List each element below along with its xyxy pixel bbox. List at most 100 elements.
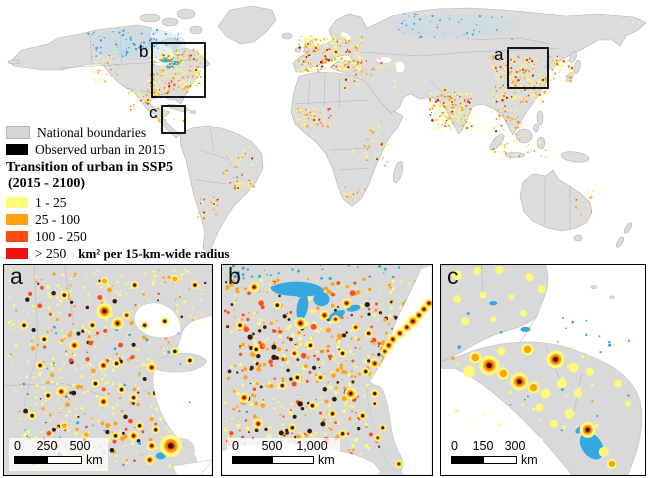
borneo <box>515 128 533 144</box>
lake-taihu <box>155 452 166 460</box>
inset-label-a: a <box>494 45 504 64</box>
new-guinea <box>560 151 590 163</box>
legend: National boundaries Observed urban in 20… <box>6 124 230 264</box>
legend-row-national-boundaries: National boundaries <box>6 124 226 140</box>
inset-box-labels: a b c <box>139 42 504 122</box>
new-zealand <box>616 236 624 248</box>
shandong-peninsula <box>154 352 208 373</box>
scale-unit: km <box>86 453 103 467</box>
madagascar <box>392 161 404 183</box>
lake-peten <box>489 300 498 306</box>
legend-label: National boundaries <box>37 124 147 140</box>
legend-row-observed-urban: Observed urban in 2015 <box>6 142 226 157</box>
scalebar-bar-row: km <box>451 453 538 467</box>
scalebar-bar-row: km <box>232 453 335 467</box>
panel-b-canada-lakes <box>231 265 401 281</box>
panel-a-east-china: a 0 250 500 km <box>3 263 213 476</box>
scale-start: 0 <box>14 439 21 453</box>
inset-label-b: b <box>139 42 148 61</box>
aleutians <box>7 59 21 65</box>
scale-start: 0 <box>451 439 458 453</box>
islet <box>590 285 598 289</box>
hangzhou-bay <box>172 459 212 475</box>
national-boundaries-swatch <box>6 126 30 139</box>
legend-class-row: 100 - 250 <box>6 228 226 244</box>
scalebar-white-segment <box>48 457 81 463</box>
scalebar-bar-row: km <box>14 453 103 467</box>
inset-label-c: c <box>149 103 158 122</box>
yucatan-guatemala-land <box>441 265 549 362</box>
great-lakes <box>270 281 361 321</box>
inset-boxes <box>151 42 549 134</box>
tasmania <box>573 234 583 242</box>
inset-box-a <box>507 47 549 89</box>
inset-box-c <box>161 105 186 134</box>
sulawesi <box>536 136 546 150</box>
scalebar-numbers: 0 500 1,000 <box>232 439 328 453</box>
scalebar-bar <box>14 456 82 464</box>
legend-class-row: > 250 km² per 15-km-wide radius <box>6 245 230 261</box>
scale-start: 0 <box>232 439 239 453</box>
arctic-island <box>176 8 196 20</box>
panel-a-city-blobs <box>20 275 199 465</box>
scale-end: 300 <box>504 439 526 453</box>
lake-michigan <box>296 294 309 321</box>
philippines <box>536 110 544 126</box>
new-zealand <box>624 222 632 234</box>
panel-c-city-blobs <box>452 266 631 469</box>
scale-mid: 150 <box>472 439 494 453</box>
scale-unit: km <box>318 453 335 467</box>
arctic-island <box>161 17 179 27</box>
scalebar-black-segment <box>233 457 273 463</box>
legend-class-row: 1 - 25 <box>6 194 226 210</box>
legend-label: > 250 <box>35 245 67 261</box>
scalebar-numbers: 0 250 500 <box>14 439 90 453</box>
legend-label: 100 - 250 <box>35 228 87 244</box>
panel-c-letter: c <box>447 263 459 289</box>
class-swatch-gt-250 <box>6 248 28 259</box>
iceland <box>281 32 293 40</box>
legend-class-row: 25 - 100 <box>6 212 226 227</box>
scale-unit: km <box>521 453 538 467</box>
world-map: a b c <box>7 5 647 255</box>
lake-izabal <box>520 326 531 332</box>
national-boundaries <box>59 29 571 230</box>
scalebar-bar <box>232 456 314 464</box>
world-city-blobs <box>145 42 575 206</box>
legend-label: 1 - 25 <box>35 194 67 210</box>
panel-c-central-america: c 0 150 300 km <box>440 263 646 476</box>
australia-landmass <box>519 169 593 232</box>
class-swatch-1-25 <box>6 197 28 208</box>
panel-b-eastern-usa: b 0 500 1,000 km <box>221 263 433 476</box>
legend-subtitle: (2015 - 2100) <box>8 176 85 191</box>
class-swatch-25-100 <box>6 214 28 225</box>
ireland <box>294 47 302 53</box>
legend-title: Transition of urban in SSP5 <box>6 160 174 175</box>
panel-b-letter: b <box>228 263 241 289</box>
siberia-lakes-tint <box>390 14 520 38</box>
lake-nicaragua <box>579 432 604 460</box>
canada-lakes-tint <box>90 28 186 60</box>
japan-island <box>569 50 577 64</box>
scale-end: 500 <box>69 439 91 453</box>
scale-end: 1,000 <box>296 439 328 453</box>
panel-a-letter: a <box>10 263 23 289</box>
scale-mid: 250 <box>36 439 58 453</box>
class-swatch-100-250 <box>6 231 28 242</box>
south-america-landmass <box>179 125 264 255</box>
panel-b-city-blobs <box>236 282 432 468</box>
black-sea <box>375 56 393 64</box>
arctic-island <box>189 25 203 35</box>
philippines <box>533 123 539 133</box>
panel-a-map <box>4 265 212 475</box>
inset-box-b <box>151 42 206 98</box>
panel-b-scalebar: 0 500 1,000 km <box>227 438 340 471</box>
northern-lakes-speckles <box>87 13 513 59</box>
scalebar-white-segment <box>484 457 516 463</box>
japan-island <box>573 59 581 75</box>
panel-c-scalebar: 0 150 300 km <box>446 438 543 471</box>
scalebar-bar <box>451 456 517 464</box>
lake-huron <box>313 292 330 307</box>
panel-c-urban-speckles <box>451 345 599 436</box>
